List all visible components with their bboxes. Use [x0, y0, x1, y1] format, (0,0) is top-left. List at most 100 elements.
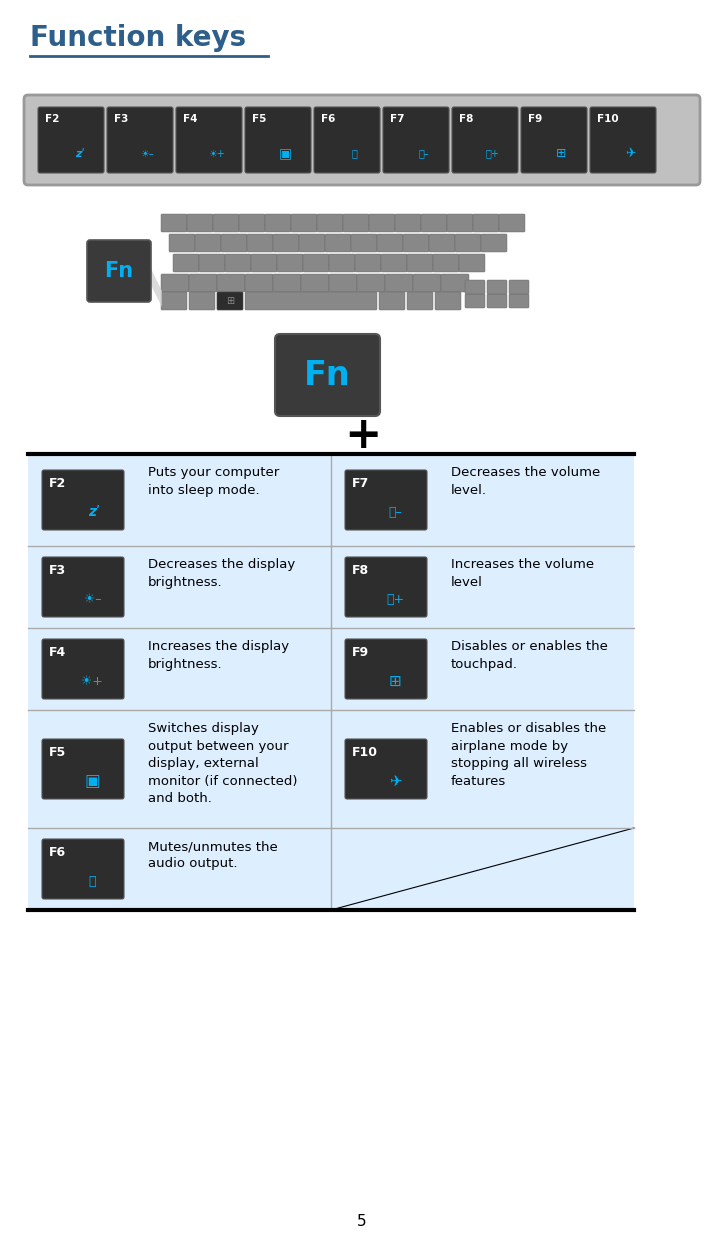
FancyBboxPatch shape	[447, 214, 473, 232]
Text: F10: F10	[597, 114, 618, 124]
FancyBboxPatch shape	[317, 214, 343, 232]
FancyBboxPatch shape	[407, 292, 433, 310]
Text: +: +	[344, 413, 381, 456]
Text: F2: F2	[49, 477, 66, 490]
FancyBboxPatch shape	[169, 234, 195, 252]
FancyBboxPatch shape	[245, 292, 377, 310]
FancyBboxPatch shape	[407, 254, 433, 272]
Text: 🔈–: 🔈–	[389, 506, 402, 518]
FancyBboxPatch shape	[383, 107, 449, 174]
FancyBboxPatch shape	[357, 274, 385, 292]
FancyBboxPatch shape	[355, 254, 381, 272]
FancyBboxPatch shape	[345, 739, 427, 799]
FancyBboxPatch shape	[161, 214, 187, 232]
FancyBboxPatch shape	[452, 107, 518, 174]
FancyBboxPatch shape	[245, 107, 311, 174]
FancyBboxPatch shape	[187, 214, 213, 232]
Text: 🔊+: 🔊+	[486, 149, 500, 159]
Text: F8: F8	[352, 565, 369, 577]
FancyBboxPatch shape	[189, 292, 215, 310]
Text: F4: F4	[49, 646, 66, 659]
FancyBboxPatch shape	[379, 292, 405, 310]
Text: F2: F2	[45, 114, 59, 124]
Text: zʹ: zʹ	[75, 149, 86, 159]
FancyBboxPatch shape	[239, 214, 265, 232]
FancyBboxPatch shape	[42, 839, 124, 899]
FancyBboxPatch shape	[42, 470, 124, 530]
FancyBboxPatch shape	[173, 254, 199, 272]
Text: ☀–: ☀–	[83, 593, 101, 606]
Text: Increases the display
brightness.: Increases the display brightness.	[148, 639, 289, 671]
FancyBboxPatch shape	[473, 214, 499, 232]
FancyBboxPatch shape	[24, 95, 700, 185]
FancyBboxPatch shape	[107, 107, 173, 174]
FancyBboxPatch shape	[509, 294, 529, 309]
FancyBboxPatch shape	[217, 292, 243, 310]
Text: F6: F6	[321, 114, 336, 124]
FancyBboxPatch shape	[291, 214, 317, 232]
FancyBboxPatch shape	[303, 254, 329, 272]
FancyBboxPatch shape	[277, 254, 303, 272]
Text: F3: F3	[114, 114, 128, 124]
Text: 🔇: 🔇	[352, 149, 357, 159]
Text: Mutes/unmutes the
audio output.: Mutes/unmutes the audio output.	[148, 841, 278, 871]
Text: Disables or enables the
touchpad.: Disables or enables the touchpad.	[451, 639, 608, 671]
Text: Decreases the display
brightness.: Decreases the display brightness.	[148, 558, 295, 588]
Text: zʹ: zʹ	[88, 506, 101, 520]
FancyBboxPatch shape	[245, 274, 273, 292]
FancyBboxPatch shape	[42, 557, 124, 617]
FancyBboxPatch shape	[403, 234, 429, 252]
FancyBboxPatch shape	[509, 280, 529, 294]
Text: ☀–: ☀–	[141, 149, 154, 159]
FancyBboxPatch shape	[395, 214, 421, 232]
Text: F3: F3	[49, 565, 66, 577]
Text: F5: F5	[49, 746, 66, 759]
FancyBboxPatch shape	[213, 214, 239, 232]
FancyBboxPatch shape	[42, 739, 124, 799]
Text: 🔈–: 🔈–	[418, 149, 428, 159]
Text: ☀+: ☀+	[81, 674, 103, 688]
FancyBboxPatch shape	[299, 234, 325, 252]
FancyBboxPatch shape	[301, 274, 329, 292]
FancyBboxPatch shape	[481, 234, 507, 252]
Bar	[28, 453, 634, 546]
FancyBboxPatch shape	[87, 240, 151, 302]
FancyBboxPatch shape	[435, 292, 461, 310]
Text: ▣: ▣	[85, 772, 100, 791]
FancyBboxPatch shape	[251, 254, 277, 272]
FancyBboxPatch shape	[314, 107, 380, 174]
FancyBboxPatch shape	[275, 333, 380, 416]
Text: 5: 5	[357, 1214, 367, 1229]
FancyBboxPatch shape	[381, 254, 407, 272]
FancyBboxPatch shape	[329, 274, 357, 292]
FancyBboxPatch shape	[487, 294, 507, 309]
FancyBboxPatch shape	[345, 557, 427, 617]
Text: F9: F9	[528, 114, 542, 124]
Text: F10: F10	[352, 746, 378, 759]
Text: F8: F8	[459, 114, 473, 124]
FancyBboxPatch shape	[195, 234, 221, 252]
Text: ▣: ▣	[279, 146, 292, 161]
FancyBboxPatch shape	[325, 234, 351, 252]
Text: Function keys: Function keys	[30, 24, 246, 52]
Text: F7: F7	[390, 114, 405, 124]
Text: F6: F6	[49, 846, 66, 859]
Text: F5: F5	[252, 114, 266, 124]
Text: F4: F4	[183, 114, 197, 124]
FancyBboxPatch shape	[273, 234, 299, 252]
FancyBboxPatch shape	[38, 107, 104, 174]
FancyBboxPatch shape	[351, 234, 377, 252]
FancyBboxPatch shape	[345, 639, 427, 699]
Polygon shape	[148, 262, 162, 307]
FancyBboxPatch shape	[265, 214, 291, 232]
Text: ✈: ✈	[625, 147, 636, 160]
FancyBboxPatch shape	[176, 107, 242, 174]
FancyBboxPatch shape	[273, 274, 301, 292]
FancyBboxPatch shape	[429, 234, 455, 252]
FancyBboxPatch shape	[499, 214, 525, 232]
FancyBboxPatch shape	[217, 292, 243, 310]
FancyBboxPatch shape	[161, 274, 189, 292]
Text: Switches display
output between your
display, external
monitor (if connected)
an: Switches display output between your dis…	[148, 722, 297, 806]
FancyBboxPatch shape	[459, 254, 485, 272]
Text: 🔇: 🔇	[88, 874, 96, 888]
